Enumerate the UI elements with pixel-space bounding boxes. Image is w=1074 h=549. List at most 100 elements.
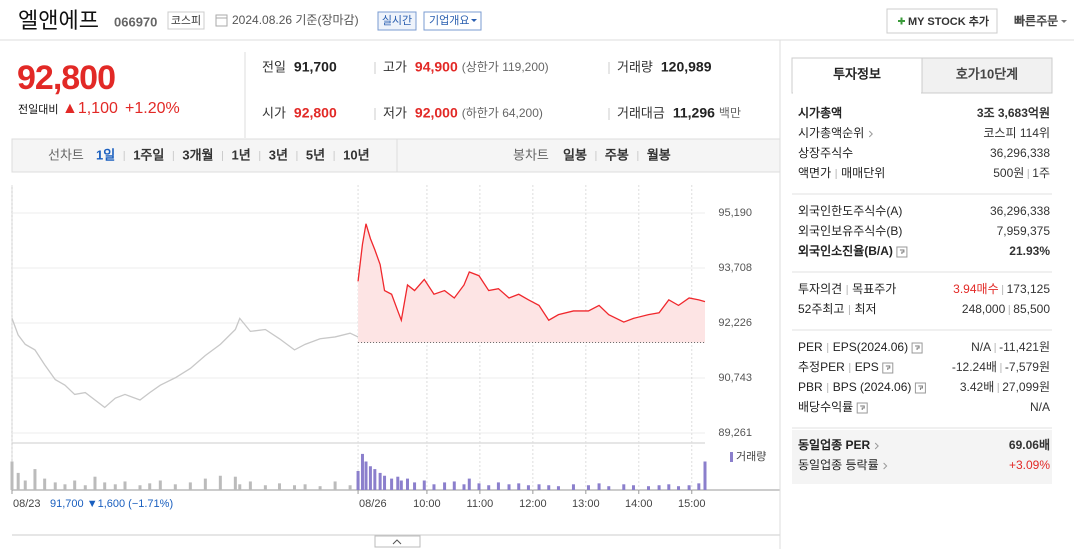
change-percent: +1.20% xyxy=(125,100,180,117)
field-note: 백만 xyxy=(719,106,741,120)
info-label: 목표주가 xyxy=(852,282,896,296)
info-tab[interactable] xyxy=(921,57,1053,94)
y-tick-label: 90,743 xyxy=(718,372,752,384)
info-value: 7,959,375 xyxy=(997,224,1051,238)
info-value: 3.94매수 xyxy=(953,282,998,296)
volume-bar xyxy=(422,480,426,490)
collapse-button[interactable] xyxy=(374,535,421,548)
volume-bar xyxy=(218,475,222,490)
chart-tab-bar xyxy=(11,138,781,173)
info-value: 248,000 xyxy=(962,302,1006,316)
chart-tab[interactable]: 1년 xyxy=(232,147,251,162)
arrow-icon xyxy=(874,442,879,450)
volume-bar xyxy=(677,486,681,490)
volume-bar xyxy=(631,485,635,490)
line-chart-label: 선차트 xyxy=(48,147,84,162)
stock-name: 엘앤에프 xyxy=(18,8,99,33)
volume-bar xyxy=(477,483,481,490)
volume-bar xyxy=(73,480,77,490)
stock-code: 066970 xyxy=(114,14,157,29)
info-value: 36,296,338 xyxy=(990,204,1050,218)
chart-tab[interactable]: 주봉 xyxy=(605,147,629,162)
info-label: 외국인소진율(B/A) xyxy=(798,243,893,258)
field-note: (하한가 64,200) xyxy=(462,106,543,120)
y-tick-label: 89,261 xyxy=(718,427,752,439)
chart-tab[interactable]: 3개월 xyxy=(182,147,213,162)
market-label: 코스피 xyxy=(171,14,201,27)
volume-bar xyxy=(10,461,14,490)
info-label: 투자의견 xyxy=(798,282,842,296)
info-label: 동일업종 PER xyxy=(798,438,871,452)
overview-button[interactable] xyxy=(423,11,482,31)
field-label: 거래대금 xyxy=(617,105,665,120)
volume-bar xyxy=(292,485,296,490)
dropdown-icon xyxy=(1061,20,1067,23)
volume-bar xyxy=(360,453,364,490)
area xyxy=(358,223,705,343)
volume-bar xyxy=(188,482,192,490)
info-label: 시가총액 xyxy=(798,105,842,120)
volume-bar xyxy=(467,478,471,490)
volume-bar xyxy=(657,485,661,490)
chart-tab[interactable]: 월봉 xyxy=(647,147,671,162)
x-tick-label: 15:00 xyxy=(678,498,706,510)
volume-bar xyxy=(83,485,87,490)
price-line xyxy=(11,317,359,409)
mystock-button[interactable] xyxy=(886,8,998,34)
volume-bar xyxy=(248,481,252,490)
field-value: 120,989 xyxy=(661,59,712,75)
quick-order[interactable]: 빠른주문 xyxy=(1014,13,1058,28)
volume-bar xyxy=(263,485,267,490)
volume-bar xyxy=(364,461,368,490)
realtime-badge[interactable] xyxy=(377,11,417,31)
x-tick-label: 12:00 xyxy=(519,498,547,510)
collapse-icon xyxy=(392,539,402,545)
info-label: 52주최고 xyxy=(798,302,844,316)
volume-bar xyxy=(43,478,47,490)
current-price: 92,800 xyxy=(17,59,115,97)
info-label: 최저 xyxy=(854,302,876,316)
info-label: 액면가 xyxy=(798,166,831,180)
volume-bar xyxy=(348,485,352,490)
info-label: 외국인한도주식수(A) xyxy=(798,204,902,218)
field-value: 11,296 xyxy=(673,105,715,121)
info-value: N/A xyxy=(1030,400,1050,414)
field-label: 거래량 xyxy=(617,59,653,74)
volume-bar xyxy=(53,482,57,490)
volume-bar xyxy=(647,486,651,490)
volume-bar xyxy=(368,466,372,490)
volume-bar xyxy=(432,484,436,490)
base-date: 2024.08.26 기준(장마감) xyxy=(232,13,359,27)
field-label: 저가 xyxy=(383,105,407,120)
y-tick-label: 95,190 xyxy=(718,207,752,219)
overview-label: 기업개요 xyxy=(429,14,469,27)
chart-tab[interactable]: 5년 xyxy=(306,147,325,162)
info-value: 36,296,338 xyxy=(990,146,1050,160)
volume-bar xyxy=(526,485,530,490)
info-value: 코스피 114위 xyxy=(983,126,1050,140)
volume-bar xyxy=(383,475,387,490)
help-glyph xyxy=(860,405,865,410)
volume-bar xyxy=(496,482,500,490)
chart-tab[interactable]: 일봉 xyxy=(563,147,587,162)
volume-bar xyxy=(443,482,447,490)
volume-bar xyxy=(173,484,177,490)
chart-tab[interactable]: 10년 xyxy=(343,147,369,162)
chart-tab[interactable]: 1주일 xyxy=(133,147,164,162)
info-value: -12.24배 xyxy=(952,360,997,374)
dropdown-icon xyxy=(471,19,477,22)
mystock-label: MY STOCK 추가 xyxy=(908,14,989,28)
y-tick-label: 93,708 xyxy=(718,262,752,274)
info-value: -7,579원 xyxy=(1005,360,1050,374)
info-label: PER xyxy=(798,340,823,354)
volume-bar xyxy=(556,486,560,490)
volume-bar xyxy=(462,484,466,490)
chart-tab[interactable]: 3년 xyxy=(269,147,288,162)
info-label: 매매단위 xyxy=(841,166,885,180)
field-value: 92,000 xyxy=(415,105,458,121)
change-amount: ▲1,100 xyxy=(62,100,118,117)
volume-bar xyxy=(158,480,162,490)
chart-tab[interactable]: 1일 xyxy=(96,147,115,162)
candle-chart-label: 봉차트 xyxy=(513,147,549,162)
volume-bar xyxy=(687,485,691,490)
